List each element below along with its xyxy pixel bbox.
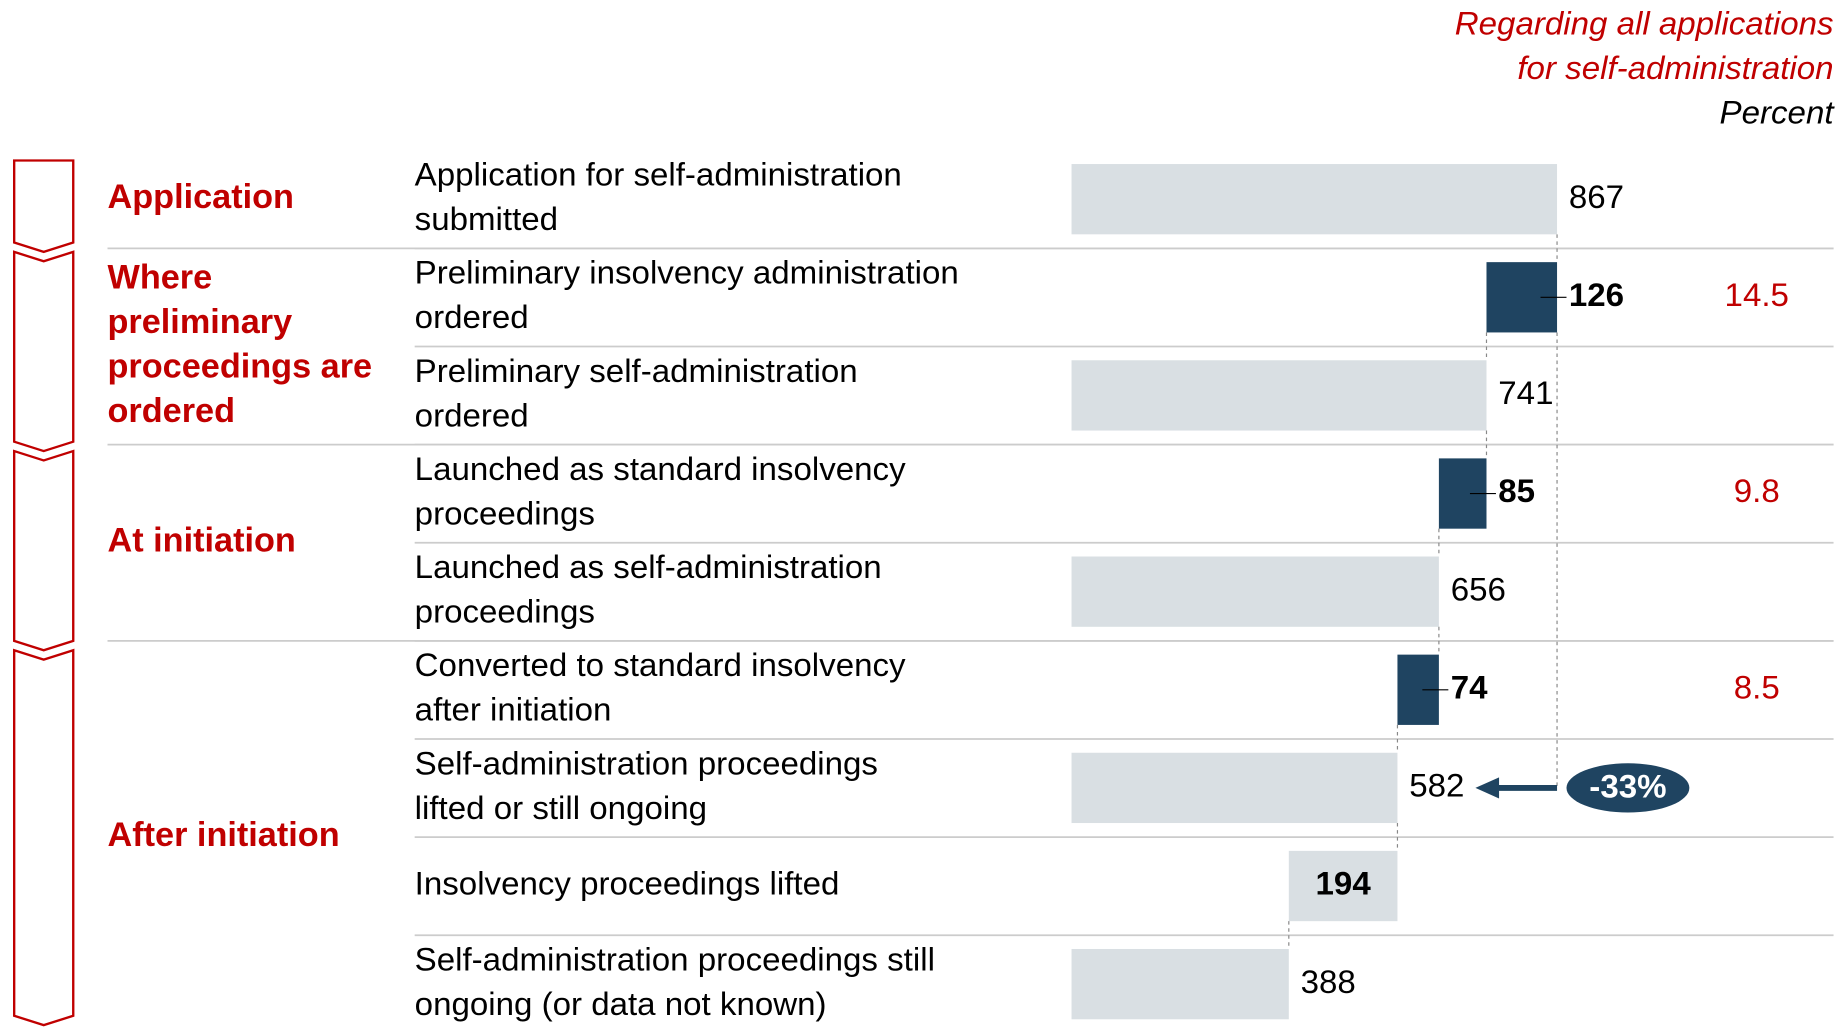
row-label: Self-administration proceedings [415, 744, 878, 781]
annotation-text: -33% [1589, 768, 1666, 805]
stage-label: At initiation [108, 522, 296, 560]
percent-label: 8.5 [1734, 669, 1780, 706]
percent-label: 9.8 [1734, 472, 1780, 509]
stage-label: ordered [108, 392, 236, 430]
value-label: 74 [1451, 669, 1488, 706]
row-label: proceedings [415, 495, 595, 532]
bar [1071, 948, 1289, 1020]
stage-label: Where [108, 259, 213, 297]
value-label: 85 [1498, 472, 1535, 509]
value-label: 582 [1409, 767, 1464, 804]
bar [1071, 360, 1487, 431]
bar [1071, 556, 1439, 627]
bar [1071, 164, 1558, 235]
row-label: Launched as self-administration [415, 548, 882, 585]
row-label: ordered [415, 298, 529, 335]
row-label: Preliminary insolvency administration [415, 254, 959, 291]
stage-chevrons [12, 159, 75, 1027]
chevron [12, 159, 75, 254]
header-text: for self-administration [1517, 49, 1833, 86]
row-label: ordered [415, 396, 529, 433]
value-label: 867 [1569, 178, 1624, 215]
row-label: Application for self-administration [415, 156, 902, 193]
row-label: after initiation [415, 691, 612, 728]
row-label: Converted to standard insolvency [415, 646, 906, 683]
row-label: Launched as standard insolvency [415, 450, 906, 487]
row-label: proceedings [415, 593, 595, 630]
stage-label: preliminary [108, 303, 293, 341]
header-text: Percent [1720, 94, 1836, 131]
row-label: lifted or still ongoing [415, 789, 707, 826]
percent-label: 14.5 [1725, 276, 1789, 313]
row-label: Preliminary self-administration [415, 352, 858, 389]
annotation-badge [1566, 763, 1690, 813]
stage-label: After initiation [108, 816, 340, 854]
row-label: Insolvency proceedings lifted [415, 865, 840, 902]
value-label: 194 [1316, 865, 1372, 902]
arrow-head [1475, 777, 1500, 799]
header-text: Regarding all applications [1455, 5, 1834, 42]
row-label: Self-administration proceedings still [415, 941, 935, 978]
value-label: 388 [1301, 963, 1356, 1000]
value-label: 741 [1498, 374, 1553, 411]
row-label: submitted [415, 200, 558, 237]
chevron [12, 648, 75, 1027]
stage-label: proceedings are [108, 348, 373, 386]
stage-label: Application [108, 178, 294, 216]
value-label: 126 [1569, 276, 1624, 313]
row-label: ongoing (or data not known) [415, 985, 827, 1022]
value-label: 656 [1451, 570, 1506, 607]
chevron [12, 250, 75, 453]
bar [1288, 850, 1398, 922]
bar [1071, 752, 1398, 824]
chevron [12, 449, 75, 652]
